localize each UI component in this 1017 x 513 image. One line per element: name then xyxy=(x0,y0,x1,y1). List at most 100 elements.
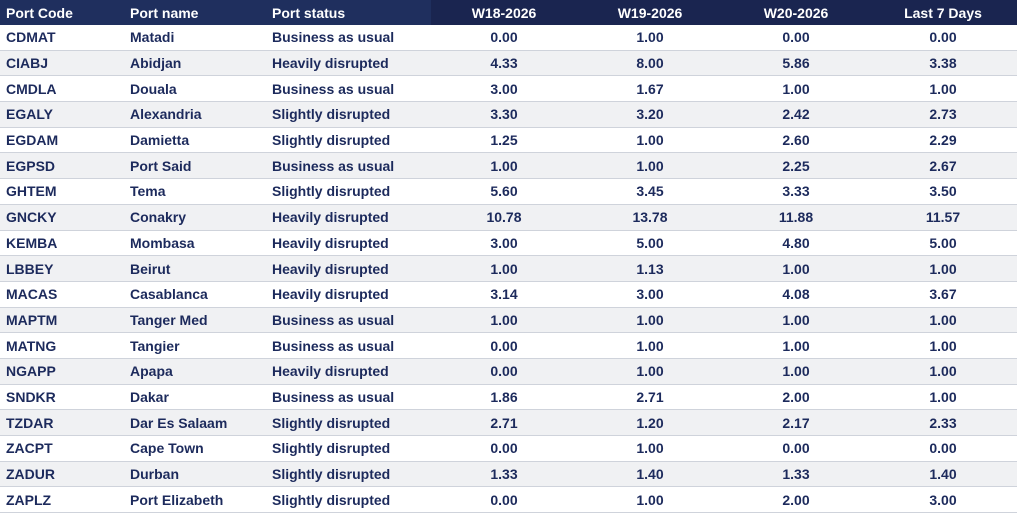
header-port-code[interactable]: Port Code xyxy=(0,0,124,25)
table-body: CDMAT Matadi Business as usual 0.00 1.00 0.00… xyxy=(0,25,1017,513)
header-last-7-days[interactable]: Last 7 Days xyxy=(869,0,1017,25)
port-code-cell: EGDAM xyxy=(0,127,124,154)
w20-value-cell: 2.25 xyxy=(723,152,869,180)
last-7-days-cell: 2.73 xyxy=(869,101,1017,128)
table-header-row: Port Code Port name Port status W18-2026… xyxy=(0,0,1017,25)
last-7-days-cell: 0.00 xyxy=(869,435,1017,462)
last-7-days-cell: 3.67 xyxy=(869,281,1017,308)
port-status-cell: Heavily disrupted xyxy=(266,255,431,282)
header-port-name[interactable]: Port name xyxy=(124,0,266,25)
table-row: CIABJ Abidjan Heavily disrupted 4.33 8.00 5.8… xyxy=(0,50,1017,77)
w19-value-cell: 3.20 xyxy=(577,101,723,128)
w20-value-cell: 0.00 xyxy=(723,435,869,462)
port-code-cell: SNDKR xyxy=(0,384,124,411)
port-status-cell: Business as usual xyxy=(266,75,431,103)
port-name-cell: Abidjan xyxy=(124,50,266,77)
port-name-cell: Damietta xyxy=(124,127,266,154)
port-status-cell: Heavily disrupted xyxy=(266,230,431,257)
port-name-cell: Beirut xyxy=(124,255,266,282)
port-name-cell: Dar Es Salaam xyxy=(124,409,266,436)
w18-value-cell: 10.78 xyxy=(431,204,577,231)
port-code-cell: MACAS xyxy=(0,281,124,308)
w19-value-cell: 3.00 xyxy=(577,281,723,308)
port-name-cell: Port Said xyxy=(124,152,266,180)
port-status-cell: Slightly disrupted xyxy=(266,178,431,205)
header-w18[interactable]: W18-2026 xyxy=(431,0,577,25)
port-status-cell: Slightly disrupted xyxy=(266,461,431,488)
w20-value-cell: 1.00 xyxy=(723,307,869,334)
port-code-cell: EGPSD xyxy=(0,152,124,180)
port-name-cell: Tangier xyxy=(124,332,266,359)
port-code-cell: TZDAR xyxy=(0,409,124,436)
table-row: EGPSD Port Said Business as usual 1.00 1.00 2… xyxy=(0,152,1017,180)
table-row: CDMAT Matadi Business as usual 0.00 1.00 0.00… xyxy=(0,25,1017,51)
header-w19[interactable]: W19-2026 xyxy=(577,0,723,25)
w20-value-cell: 11.88 xyxy=(723,204,869,231)
port-status-cell: Slightly disrupted xyxy=(266,409,431,436)
w19-value-cell: 2.71 xyxy=(577,384,723,411)
port-name-cell: Matadi xyxy=(124,25,266,51)
port-code-cell: LBBEY xyxy=(0,255,124,282)
w20-value-cell: 2.42 xyxy=(723,101,869,128)
w19-value-cell: 1.13 xyxy=(577,255,723,282)
w19-value-cell: 1.67 xyxy=(577,75,723,103)
last-7-days-cell: 1.00 xyxy=(869,384,1017,411)
w18-value-cell: 1.86 xyxy=(431,384,577,411)
w19-value-cell: 8.00 xyxy=(577,50,723,77)
port-code-cell: MAPTM xyxy=(0,307,124,334)
last-7-days-cell: 5.00 xyxy=(869,230,1017,257)
w18-value-cell: 3.14 xyxy=(431,281,577,308)
header-w20[interactable]: W20-2026 xyxy=(723,0,869,25)
w19-value-cell: 1.00 xyxy=(577,358,723,385)
w19-value-cell: 1.40 xyxy=(577,461,723,488)
port-code-cell: CIABJ xyxy=(0,50,124,77)
w19-value-cell: 1.00 xyxy=(577,307,723,334)
w20-value-cell: 3.33 xyxy=(723,178,869,205)
w20-value-cell: 4.80 xyxy=(723,230,869,257)
last-7-days-cell: 1.00 xyxy=(869,255,1017,282)
port-code-cell: GHTEM xyxy=(0,178,124,205)
port-name-cell: Tema xyxy=(124,178,266,205)
port-status-cell: Slightly disrupted xyxy=(266,127,431,154)
table-row: ZADUR Durban Slightly disrupted 1.33 1.40 1.3… xyxy=(0,461,1017,488)
w20-value-cell: 2.00 xyxy=(723,384,869,411)
w19-value-cell: 1.00 xyxy=(577,127,723,154)
table-row: TZDAR Dar Es Salaam Slightly disrupted 2.71… xyxy=(0,409,1017,436)
w20-value-cell: 1.33 xyxy=(723,461,869,488)
port-status-cell: Business as usual xyxy=(266,25,431,51)
last-7-days-cell: 3.38 xyxy=(869,50,1017,77)
last-7-days-cell: 3.50 xyxy=(869,178,1017,205)
port-name-cell: Casablanca xyxy=(124,281,266,308)
last-7-days-cell: 1.40 xyxy=(869,461,1017,488)
port-code-cell: ZADUR xyxy=(0,461,124,488)
w18-value-cell: 1.33 xyxy=(431,461,577,488)
w20-value-cell: 1.00 xyxy=(723,332,869,359)
port-name-cell: Tanger Med xyxy=(124,307,266,334)
last-7-days-cell: 2.33 xyxy=(869,409,1017,436)
port-code-cell: CMDLA xyxy=(0,75,124,103)
w19-value-cell: 3.45 xyxy=(577,178,723,205)
header-port-status[interactable]: Port status xyxy=(266,0,431,25)
port-code-cell: EGALY xyxy=(0,101,124,128)
table-row: EGDAM Damietta Slightly disrupted 1.25 1.00 2… xyxy=(0,127,1017,154)
w18-value-cell: 1.00 xyxy=(431,307,577,334)
table-row: MACAS Casablanca Heavily disrupted 3.14 3.00… xyxy=(0,281,1017,308)
last-7-days-cell: 1.00 xyxy=(869,75,1017,103)
table-row: SNDKR Dakar Business as usual 1.86 2.71 2.00 1… xyxy=(0,384,1017,411)
port-status-cell: Slightly disrupted xyxy=(266,101,431,128)
table-row: GNCKY Conakry Heavily disrupted 10.78 13.78 1… xyxy=(0,204,1017,231)
port-code-cell: ZACPT xyxy=(0,435,124,462)
w20-value-cell: 1.00 xyxy=(723,358,869,385)
w20-value-cell: 2.17 xyxy=(723,409,869,436)
port-status-cell: Slightly disrupted xyxy=(266,435,431,462)
w19-value-cell: 1.20 xyxy=(577,409,723,436)
w20-value-cell: 5.86 xyxy=(723,50,869,77)
table-row: GHTEM Tema Slightly disrupted 5.60 3.45 3.33 3… xyxy=(0,178,1017,205)
last-7-days-cell: 11.57 xyxy=(869,204,1017,231)
w18-value-cell: 1.00 xyxy=(431,255,577,282)
table-row: MAPTM Tanger Med Business as usual 1.00 1.00… xyxy=(0,307,1017,334)
w18-value-cell: 4.33 xyxy=(431,50,577,77)
w18-value-cell: 3.30 xyxy=(431,101,577,128)
port-name-cell: Cape Town xyxy=(124,435,266,462)
